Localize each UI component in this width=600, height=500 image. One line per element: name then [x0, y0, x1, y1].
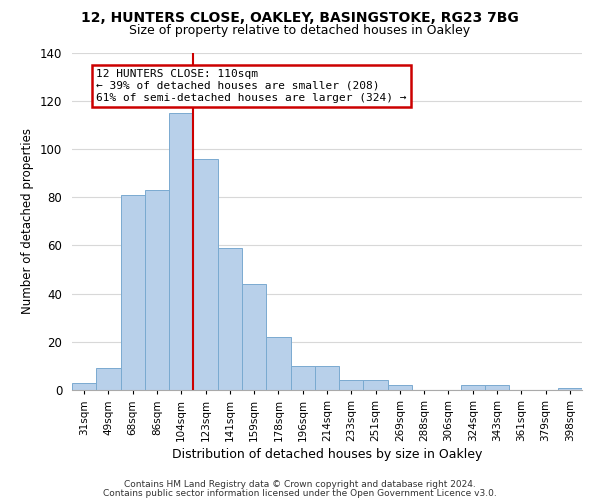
Bar [266, 337, 290, 390]
Bar [145, 190, 169, 390]
Bar [169, 113, 193, 390]
Bar [290, 366, 315, 390]
Text: Contains public sector information licensed under the Open Government Licence v3: Contains public sector information licen… [103, 488, 497, 498]
Bar [193, 158, 218, 390]
Bar [339, 380, 364, 390]
Bar [242, 284, 266, 390]
Bar [315, 366, 339, 390]
Y-axis label: Number of detached properties: Number of detached properties [22, 128, 34, 314]
Bar [388, 385, 412, 390]
Text: 12 HUNTERS CLOSE: 110sqm
← 39% of detached houses are smaller (208)
61% of semi-: 12 HUNTERS CLOSE: 110sqm ← 39% of detach… [96, 70, 407, 102]
Bar [121, 194, 145, 390]
Bar [558, 388, 582, 390]
Bar [218, 248, 242, 390]
Bar [96, 368, 121, 390]
Bar [364, 380, 388, 390]
Bar [461, 385, 485, 390]
X-axis label: Distribution of detached houses by size in Oakley: Distribution of detached houses by size … [172, 448, 482, 461]
Bar [485, 385, 509, 390]
Text: Contains HM Land Registry data © Crown copyright and database right 2024.: Contains HM Land Registry data © Crown c… [124, 480, 476, 489]
Text: 12, HUNTERS CLOSE, OAKLEY, BASINGSTOKE, RG23 7BG: 12, HUNTERS CLOSE, OAKLEY, BASINGSTOKE, … [81, 11, 519, 25]
Bar [72, 383, 96, 390]
Text: Size of property relative to detached houses in Oakley: Size of property relative to detached ho… [130, 24, 470, 37]
